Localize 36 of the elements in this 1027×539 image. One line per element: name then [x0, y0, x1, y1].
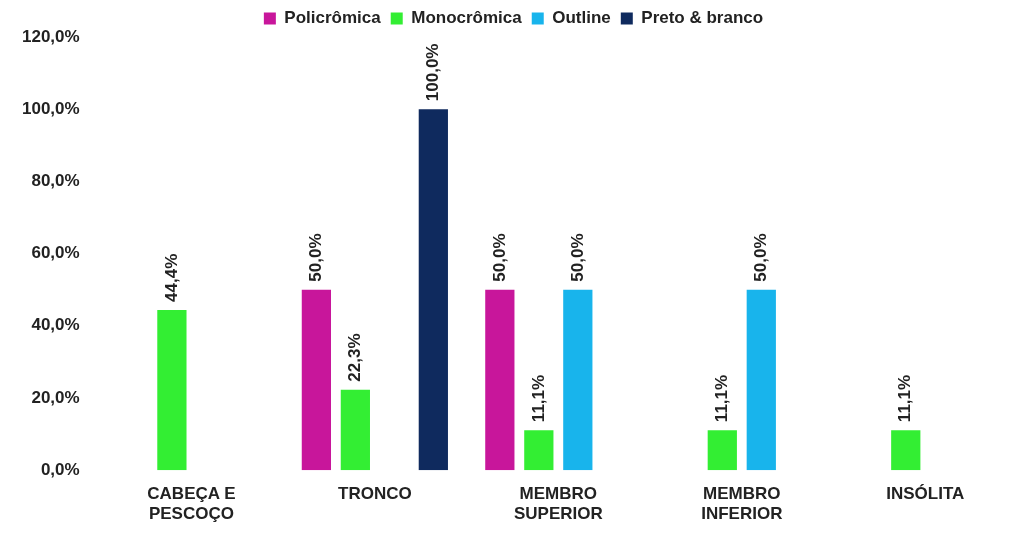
y-tick-label: 100,0%: [21, 98, 80, 118]
bar: [524, 430, 554, 471]
x-tick-label: CABEÇA E PESCOÇO: [147, 484, 236, 524]
y-tick-label: 80,0%: [31, 171, 80, 191]
data-label: 50,0%: [750, 233, 770, 282]
bar: [891, 430, 921, 471]
data-label: 22,3%: [345, 333, 365, 382]
data-label: 100,0%: [423, 43, 443, 102]
x-tick-label: INSÓLITA: [886, 484, 965, 504]
data-label: 50,0%: [489, 233, 509, 282]
data-label: 11,1%: [711, 374, 731, 423]
y-tick-label: 120,0%: [21, 26, 80, 46]
y-tick-label: 60,0%: [31, 243, 80, 263]
bar: [707, 430, 737, 471]
x-tick-label: MEMBRO INFERIOR: [701, 484, 783, 524]
bar: [418, 109, 448, 471]
bar: [746, 289, 776, 471]
legend-label: Preto & branco: [641, 8, 764, 28]
legend-label: Policrômica: [284, 8, 382, 28]
y-tick-label: 20,0%: [31, 387, 80, 407]
bar: [340, 389, 370, 471]
legend-label: Monocrômica: [411, 8, 523, 28]
bar: [157, 309, 187, 471]
data-label: 11,1%: [895, 374, 915, 423]
data-label: 50,0%: [567, 233, 587, 282]
bar: [563, 289, 593, 471]
bar: [485, 289, 515, 471]
bar: [301, 289, 331, 471]
x-tick-label: MEMBRO SUPERIOR: [513, 484, 603, 524]
y-tick-label: 0,0%: [40, 459, 80, 479]
data-label: 50,0%: [306, 233, 326, 282]
legend-label: Outline: [552, 8, 611, 28]
data-label: 11,1%: [528, 374, 548, 423]
data-label: 44,4%: [161, 253, 181, 302]
y-tick-label: 40,0%: [31, 315, 80, 335]
x-tick-label: TRONCO: [338, 484, 412, 504]
